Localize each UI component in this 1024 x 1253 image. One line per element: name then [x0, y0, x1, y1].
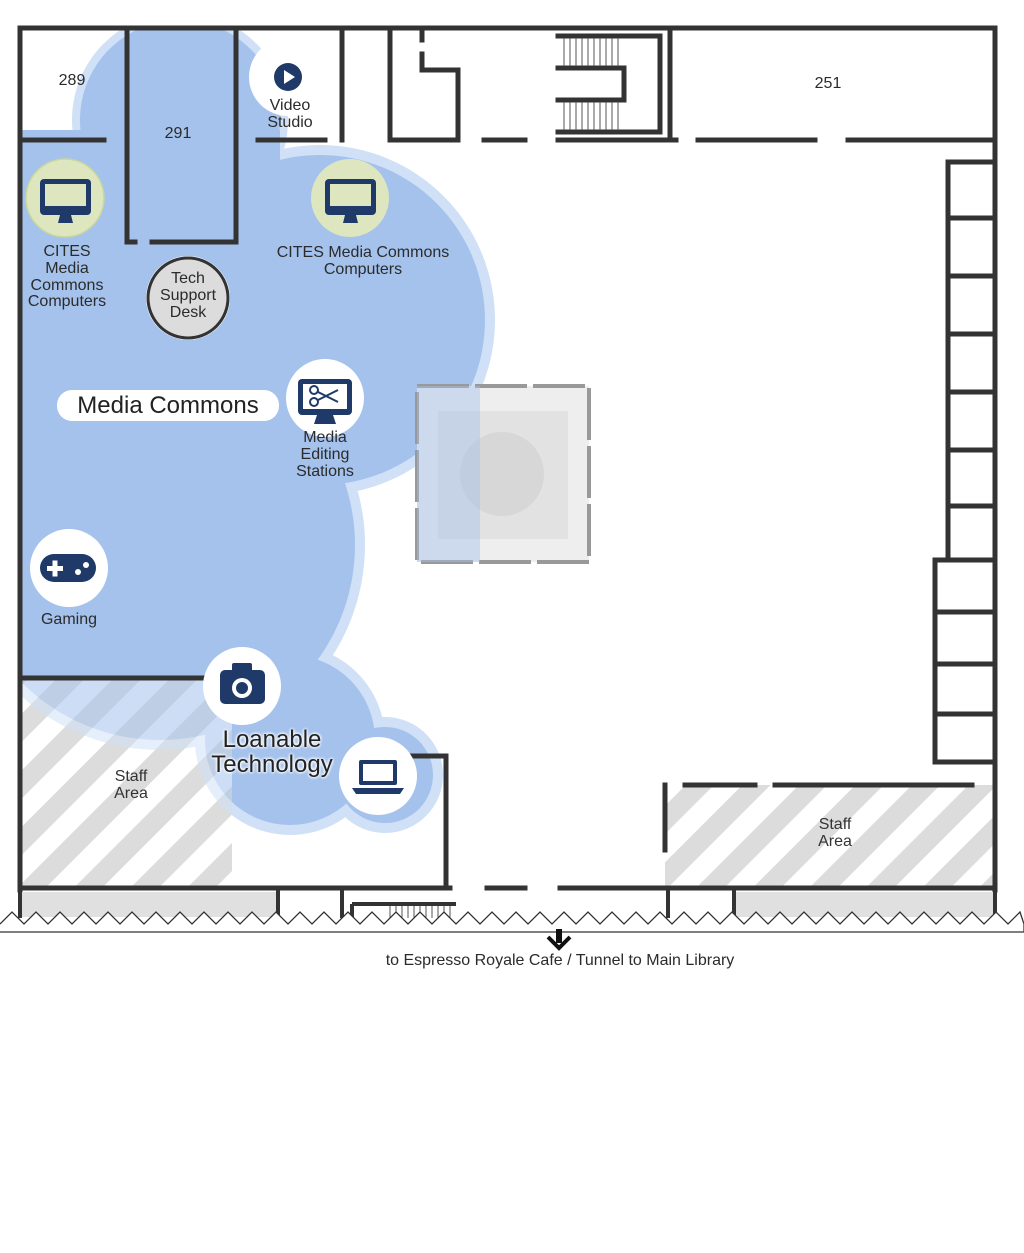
media-editing-marker[interactable] [286, 359, 364, 437]
media-commons-zone-label: Media Commons [60, 393, 276, 418]
directions-label[interactable]: to Espresso Royale Cafe / Tunnel to Main… [385, 952, 735, 969]
media-editing-label[interactable]: Media Editing Stations [296, 429, 354, 480]
cites-left-marker[interactable] [25, 158, 105, 238]
cites-left-label[interactable]: CITES Media Commons Computers [27, 243, 107, 311]
video-studio-marker[interactable] [249, 38, 327, 116]
room-289-label: 289 [58, 72, 86, 89]
tech-support-desk-marker[interactable] [146, 256, 230, 340]
atrium [415, 384, 591, 564]
walls [17, 25, 998, 893]
cites-right-label[interactable]: CITES Media Commons Computers [276, 244, 450, 278]
scissors-monitor-icon [298, 379, 352, 424]
staff-area-right-shape [665, 785, 993, 888]
video-studio-label[interactable]: Video Studio [267, 97, 313, 131]
map-cut-edge [0, 910, 1024, 933]
staff-area-right-label: Staff Area [818, 816, 852, 850]
gamepad-icon [40, 554, 96, 582]
bottom-strip [0, 890, 1024, 933]
staff-area-left-overlay [20, 678, 232, 888]
stair-treads [563, 38, 619, 130]
cites-right-marker[interactable] [311, 159, 389, 237]
gaming-label[interactable]: Gaming [40, 611, 98, 628]
laptop-icon [352, 760, 404, 794]
tech-support-desk-label[interactable]: Tech Support Desk [159, 270, 217, 321]
room-291-label: 291 [164, 125, 192, 142]
staff-area-left-label: Staff Area [114, 768, 148, 802]
monitor-icon [325, 179, 376, 223]
camera-icon [220, 663, 265, 704]
down-arrow-icon [546, 929, 572, 951]
camera-marker[interactable] [203, 647, 281, 725]
monitor-icon [40, 179, 91, 223]
laptop-marker[interactable] [339, 737, 417, 815]
loanable-technology-zone-label: Loanable Technology [211, 726, 333, 779]
gaming-marker[interactable] [30, 529, 108, 607]
room-251-label: 251 [814, 75, 842, 92]
